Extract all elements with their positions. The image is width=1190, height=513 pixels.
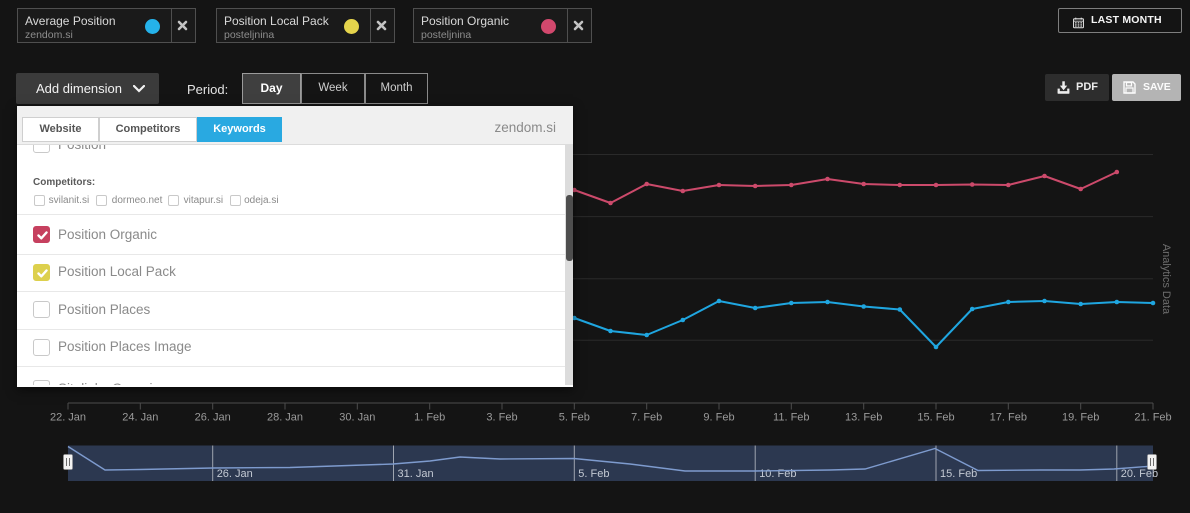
svg-text:13. Feb: 13. Feb — [845, 412, 882, 424]
svg-text:21. Feb: 21. Feb — [1134, 412, 1171, 424]
svg-text:3. Feb: 3. Feb — [486, 412, 517, 424]
svg-text:5. Feb: 5. Feb — [559, 412, 590, 424]
svg-text:28. Jan: 28. Jan — [267, 412, 303, 424]
svg-text:20. Feb: 20. Feb — [1121, 468, 1158, 480]
svg-text:10. Feb: 10. Feb — [759, 468, 796, 480]
svg-text:31. Jan: 31. Jan — [398, 468, 434, 480]
svg-text:24. Jan: 24. Jan — [122, 412, 158, 424]
svg-text:11. Feb: 11. Feb — [773, 412, 810, 424]
svg-text:15. Feb: 15. Feb — [940, 468, 977, 480]
svg-text:9. Feb: 9. Feb — [703, 412, 734, 424]
svg-text:17. Feb: 17. Feb — [990, 412, 1027, 424]
svg-text:15. Feb: 15. Feb — [917, 412, 954, 424]
svg-text:19. Feb: 19. Feb — [1062, 412, 1099, 424]
svg-text:22. Jan: 22. Jan — [50, 412, 86, 424]
svg-text:26. Jan: 26. Jan — [217, 468, 253, 480]
svg-text:30. Jan: 30. Jan — [339, 412, 375, 424]
svg-text:Analytics Data: Analytics Data — [1160, 244, 1172, 315]
svg-text:5. Feb: 5. Feb — [578, 468, 609, 480]
svg-text:1. Feb: 1. Feb — [414, 412, 445, 424]
svg-text:7. Feb: 7. Feb — [631, 412, 662, 424]
svg-text:26. Jan: 26. Jan — [195, 412, 231, 424]
